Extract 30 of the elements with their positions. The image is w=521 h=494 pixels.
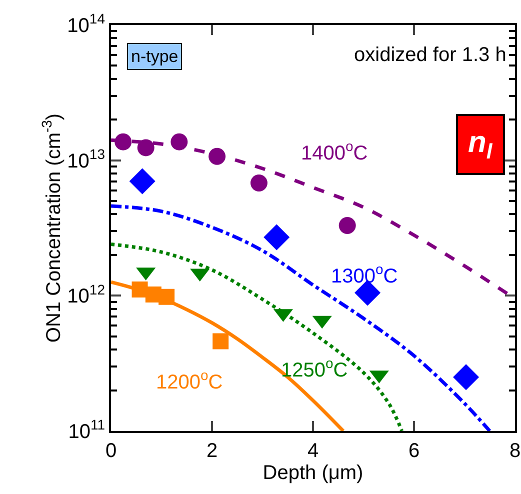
annotation: n$_{l}$ [468,126,494,164]
point [208,148,226,165]
annotation: n-type [131,47,178,66]
line-series [111,242,404,431]
annotation: oxidized for 1.3 h [354,44,506,66]
x-tick-label: 8 [509,440,521,462]
y-tick-label: 10$^{11}$ [68,416,106,443]
y-tick-label: 10$^{14}$ [67,10,106,37]
annotation: 1400$^{o}$C [301,138,368,164]
annotation: 1300$^{o}$C [331,261,398,288]
point [170,133,188,150]
x-tick-label: 2 [206,440,218,462]
point [338,216,356,234]
point [264,224,290,250]
x-tick-label: 6 [408,440,420,462]
point [137,139,154,156]
x-axis-title: Depth (μm) [262,462,364,484]
point [453,364,480,390]
line-series [111,204,492,431]
y-tick-label: 10$^{13}$ [67,146,106,172]
point [212,333,229,350]
x-tick-label: 0 [105,440,117,462]
point [250,174,268,192]
x-tick-label: 4 [307,440,319,462]
annotation: 1200$^{o}$C [156,367,223,394]
annotation: 1250$^{o}$C [281,355,348,382]
point [129,168,156,194]
y-tick-label: 10$^{12}$ [67,281,106,308]
point [114,133,132,150]
point [158,288,175,305]
